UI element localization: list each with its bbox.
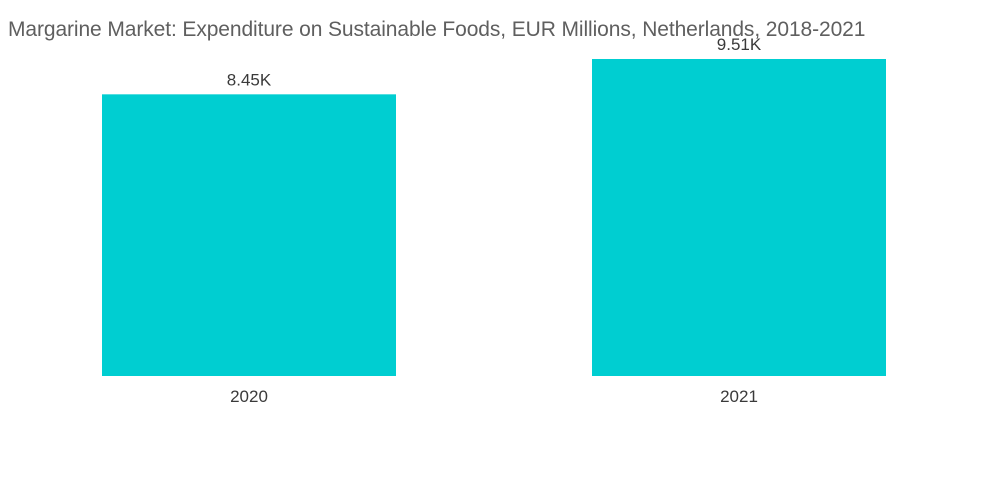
bar-2021 (592, 59, 886, 376)
x-axis-tick-labels: 2020 2021 (230, 387, 758, 406)
bars-layer (102, 59, 886, 376)
value-label-2020: 8.45K (227, 70, 272, 89)
value-labels-layer: 8.45K 9.51K (227, 35, 762, 89)
value-label-2021: 9.51K (717, 35, 762, 54)
x-tick-label-2020: 2020 (230, 387, 268, 406)
chart-title: Margarine Market: Expenditure on Sustain… (8, 18, 866, 41)
x-tick-label-2021: 2021 (720, 387, 758, 406)
bar-2020 (102, 94, 396, 376)
